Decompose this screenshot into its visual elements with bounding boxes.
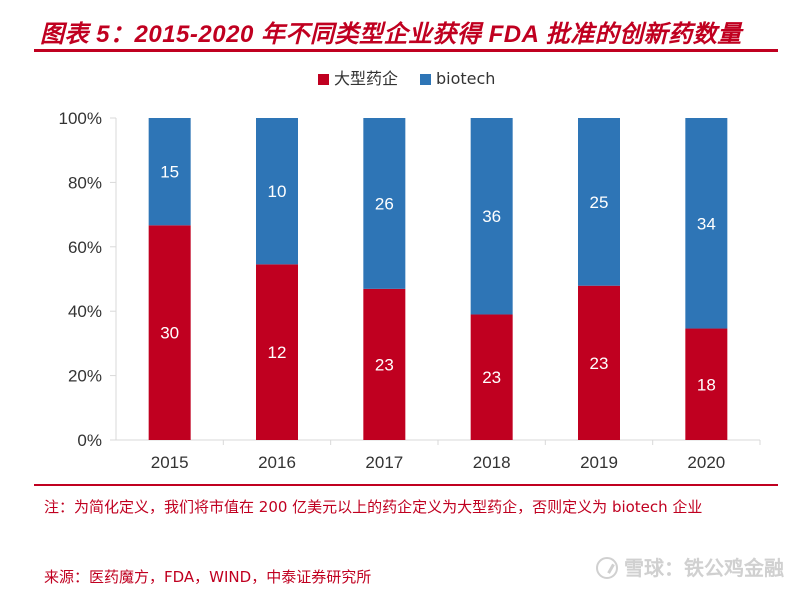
x-tick-label: 2019: [580, 453, 618, 472]
y-tick-label: 0%: [77, 431, 102, 450]
data-label-pharma-2017: 23: [375, 355, 394, 374]
bar-biotech-2015: [148, 118, 191, 226]
data-label-pharma-2019: 23: [590, 354, 609, 373]
data-label-biotech-2016: 10: [268, 182, 287, 201]
footnote: 注：为简化定义，我们将市值在 200 亿美元以上的药企定义为大型药企，否则定义为…: [44, 498, 703, 516]
data-label-pharma-2020: 18: [697, 375, 716, 394]
y-tick-label: 80%: [68, 173, 102, 192]
title-bar: 图表 5：2015-2020 年不同类型企业获得 FDA 批准的创新药数量: [34, 8, 778, 52]
bar-pharma-2018: [470, 314, 513, 440]
x-tick-label: 2016: [258, 453, 296, 472]
x-tick-label: 2018: [473, 453, 511, 472]
data-label-biotech-2015: 15: [160, 163, 179, 182]
bar-pharma-2020: [685, 328, 728, 440]
watermark-text: 雪球：铁公鸡金融: [624, 556, 784, 580]
source-line: 来源：医药魔方，FDA，WIND，中泰证券研究所: [44, 568, 372, 586]
x-tick-label: 2020: [687, 453, 725, 472]
snowball-logo-icon: [596, 557, 618, 579]
data-label-pharma-2018: 23: [482, 368, 501, 387]
watermark: 雪球：铁公鸡金融: [596, 552, 784, 581]
bar-pharma-2015: [148, 225, 191, 440]
data-label-pharma-2015: 30: [160, 324, 179, 343]
y-tick-label: 60%: [68, 238, 102, 257]
legend-label-pharma: 大型药企: [334, 69, 398, 88]
data-label-biotech-2017: 26: [375, 194, 394, 213]
bar-biotech-2018: [470, 118, 513, 315]
bar-biotech-2016: [256, 118, 298, 265]
data-label-pharma-2016: 12: [268, 343, 287, 362]
chart-title: 图表 5：2015-2020 年不同类型企业获得 FDA 批准的创新药数量: [40, 21, 742, 48]
footer-divider: [34, 484, 778, 486]
y-tick-label: 40%: [68, 302, 102, 321]
legend-swatch-biotech: [420, 74, 431, 85]
stacked-bar-chart: 大型药企 biotech 0% 20% 40% 60% 80% 100% 30 15 2015 12 1…: [59, 69, 761, 472]
legend-label-biotech: biotech: [436, 69, 495, 88]
legend-swatch-pharma: [318, 74, 329, 85]
bar-biotech-2019: [578, 118, 620, 286]
bar-pharma-2016: [256, 264, 298, 440]
y-tick-label: 20%: [68, 367, 102, 386]
bar-pharma-2017: [363, 288, 406, 440]
x-tick-label: 2017: [365, 453, 403, 472]
bar-biotech-2017: [363, 118, 406, 289]
x-tick-label: 2015: [151, 453, 189, 472]
bar-biotech-2020: [685, 118, 728, 329]
y-tick-label: 100%: [59, 109, 102, 128]
data-label-biotech-2019: 25: [590, 193, 609, 212]
bar-pharma-2019: [578, 285, 620, 440]
data-label-biotech-2020: 34: [697, 214, 716, 233]
data-label-biotech-2018: 36: [482, 207, 501, 226]
